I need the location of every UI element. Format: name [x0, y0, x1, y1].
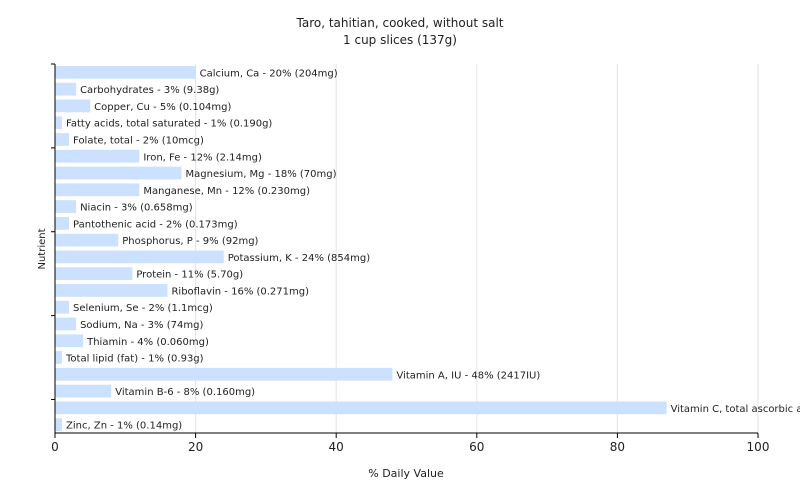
data-label: Total lipid (fat) - 1% (0.93g): [65, 354, 204, 365]
data-label: Vitamin B-6 - 8% (0.160mg): [115, 387, 255, 398]
data-label: Sodium, Na - 3% (74mg): [80, 320, 203, 331]
x-tick-label: 60: [469, 440, 484, 454]
data-label: Folate, total - 2% (10mcg): [73, 135, 204, 146]
data-label: Zinc, Zn - 1% (0.14mg): [66, 421, 182, 432]
bar: [55, 351, 63, 364]
bar: [55, 401, 667, 415]
bar: [55, 233, 119, 247]
bar: [55, 183, 140, 197]
bars-group: [55, 66, 667, 431]
data-label: Magnesium, Mg - 18% (70mg): [186, 169, 337, 180]
bar: [55, 116, 63, 130]
bar: [55, 216, 70, 230]
x-tick-label: 20: [188, 440, 203, 454]
bar: [55, 418, 63, 431]
bar: [55, 284, 168, 297]
data-label: Vitamin A, IU - 48% (2417IU): [396, 370, 540, 381]
bar: [55, 99, 91, 113]
data-label: Carbohydrates - 3% (9.38g): [80, 85, 219, 96]
bar: [55, 82, 77, 96]
x-tick-label: 100: [747, 440, 770, 454]
data-label: Iron, Fe - 12% (2.14mg): [143, 152, 262, 163]
data-label: Riboflavin - 16% (0.271mg): [171, 286, 309, 297]
x-tick-label: 80: [610, 440, 625, 454]
bar: [55, 66, 196, 79]
x-tick-label: 0: [51, 440, 59, 454]
data-label: Niacin - 3% (0.658mg): [80, 203, 193, 214]
bar: [55, 334, 84, 348]
data-label: Potassium, K - 24% (854mg): [228, 253, 370, 264]
bar: [55, 300, 70, 314]
bar: [55, 317, 77, 331]
bar: [55, 367, 393, 381]
bar: [55, 166, 182, 180]
bar: [55, 149, 140, 163]
data-label: Selenium, Se - 2% (1.1mcg): [73, 303, 213, 314]
data-label: Calcium, Ca - 20% (204mg): [200, 68, 338, 79]
axes-group: 0 20 40 60 80 100: [51, 63, 770, 454]
data-label: Pantothenic acid - 2% (0.173mg): [73, 219, 238, 230]
bar: [55, 267, 133, 281]
data-labels-group: Calcium, Ca - 20% (204mg) Carbohydrates -…: [65, 68, 800, 431]
data-label: Vitamin C, total ascorbic acid - 87% (52…: [671, 404, 800, 415]
data-label: Copper, Cu - 5% (0.104mg): [94, 102, 231, 113]
bar: [55, 200, 77, 213]
chart-subtitle: 1 cup slices (137g): [343, 33, 457, 47]
x-axis-label: % Daily Value: [368, 467, 444, 480]
data-label: Protein - 11% (5.70g): [136, 270, 243, 281]
data-label: Manganese, Mn - 12% (0.230mg): [143, 186, 310, 197]
data-label: Fatty acids, total saturated - 1% (0.190…: [66, 119, 272, 130]
y-axis-label: Nutrient: [37, 228, 48, 269]
bar: [55, 384, 112, 398]
x-tick-label: 40: [329, 440, 344, 454]
data-label: Phosphorus, P - 9% (92mg): [122, 236, 258, 247]
bar: [55, 250, 224, 264]
data-label: Thiamin - 4% (0.060mg): [86, 337, 209, 348]
chart-title: Taro, tahitian, cooked, without salt: [296, 16, 504, 30]
bar: [55, 133, 70, 146]
